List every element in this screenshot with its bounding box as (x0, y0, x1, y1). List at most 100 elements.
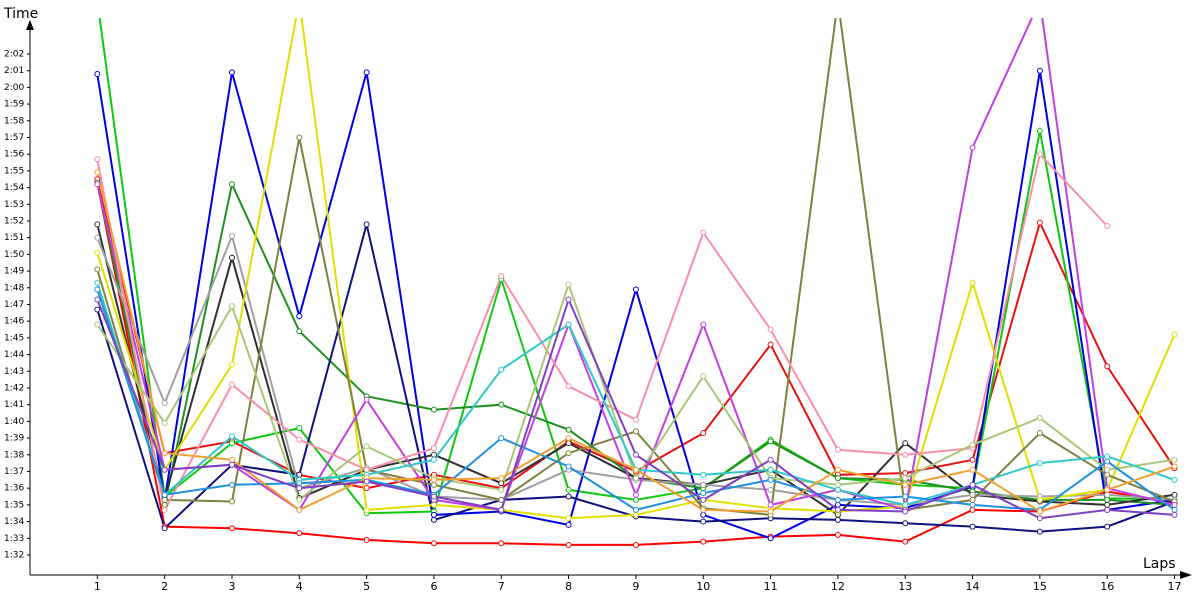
data-point (834, 475, 841, 482)
data-point (969, 491, 976, 498)
data-point (296, 328, 303, 335)
data-point (902, 520, 909, 527)
data-point (565, 463, 572, 470)
data-point (296, 530, 303, 537)
data-point (1036, 151, 1043, 158)
data-point (228, 433, 235, 440)
y-tick-label: 1:32 (4, 550, 24, 560)
data-point (632, 491, 639, 498)
series-line (96, 152, 1108, 513)
x-tick-label: 6 (430, 580, 437, 593)
data-point (1036, 528, 1043, 535)
x-tick-label: 15 (1033, 580, 1047, 593)
data-point (228, 361, 235, 368)
data-point (1036, 219, 1043, 226)
data-point (161, 400, 168, 407)
x-tick-label: 8 (565, 580, 572, 593)
data-point (834, 486, 841, 493)
data-point (565, 296, 572, 303)
data-point (767, 476, 774, 483)
data-point (902, 501, 909, 508)
data-point (498, 435, 505, 442)
plot-area (94, 18, 1178, 548)
data-point (700, 518, 707, 525)
data-point (296, 425, 303, 432)
y-tick-label: 1:57 (4, 133, 24, 143)
data-point (228, 181, 235, 188)
y-tick-label: 1:50 (4, 250, 24, 260)
data-point (161, 506, 168, 513)
data-point (430, 493, 437, 500)
y-tick-label: 1:54 (4, 183, 24, 193)
data-point (969, 481, 976, 488)
y-tick-label: 2:01 (4, 66, 24, 76)
y-tick-label: 1:33 (4, 534, 24, 544)
data-point (1171, 506, 1178, 513)
y-tick-label: 1:53 (4, 200, 24, 210)
y-tick-label: 1:41 (4, 400, 24, 410)
data-point (1171, 456, 1178, 463)
data-point (632, 506, 639, 513)
y-tick-label: 1:34 (4, 517, 24, 527)
data-point (834, 531, 841, 538)
y-tick-label: 1:52 (4, 216, 24, 226)
data-point (700, 373, 707, 380)
data-point (565, 435, 572, 442)
data-point (228, 69, 235, 76)
data-point (1036, 496, 1043, 503)
data-point (565, 383, 572, 390)
data-point (1104, 466, 1111, 473)
data-point (498, 273, 505, 280)
data-point (430, 445, 437, 452)
data-point (228, 303, 235, 310)
data-point (228, 456, 235, 463)
data-point (1104, 523, 1111, 530)
data-point (296, 471, 303, 478)
data-point (700, 481, 707, 488)
y-tick-label: 1:58 (4, 116, 24, 126)
data-point (363, 466, 370, 473)
data-point (632, 416, 639, 423)
data-point (228, 440, 235, 447)
data-point (1036, 415, 1043, 422)
data-point (430, 451, 437, 458)
x-axis-title: Laps (1143, 556, 1176, 572)
y-tick-label: 1:45 (4, 333, 24, 343)
x-tick-label: 3 (228, 580, 235, 593)
data-point (94, 249, 101, 256)
data-point (902, 470, 909, 477)
data-point (1036, 127, 1043, 134)
data-point (565, 541, 572, 548)
data-point (834, 466, 841, 473)
data-point (94, 266, 101, 273)
data-point (498, 480, 505, 487)
data-point (700, 490, 707, 497)
data-point (363, 443, 370, 450)
data-point (767, 438, 774, 445)
x-tick-label: 12 (831, 580, 845, 593)
data-point (498, 506, 505, 513)
data-point (834, 501, 841, 508)
data-point (363, 396, 370, 403)
data-point (430, 501, 437, 508)
data-point (161, 496, 168, 503)
data-point (296, 496, 303, 503)
data-point (228, 254, 235, 261)
data-point (1171, 331, 1178, 338)
data-point (296, 436, 303, 443)
data-point (565, 493, 572, 500)
data-point (430, 456, 437, 463)
data-point (969, 501, 976, 508)
x-axis-arrow (1180, 571, 1192, 579)
x-tick-label: 1 (94, 580, 101, 593)
data-point (430, 476, 437, 483)
data-point (1104, 491, 1111, 498)
data-point (565, 521, 572, 528)
data-point (94, 181, 101, 188)
data-point (94, 296, 101, 303)
data-point (1104, 471, 1111, 478)
y-tick-label: 1:40 (4, 417, 24, 427)
data-point (430, 481, 437, 488)
